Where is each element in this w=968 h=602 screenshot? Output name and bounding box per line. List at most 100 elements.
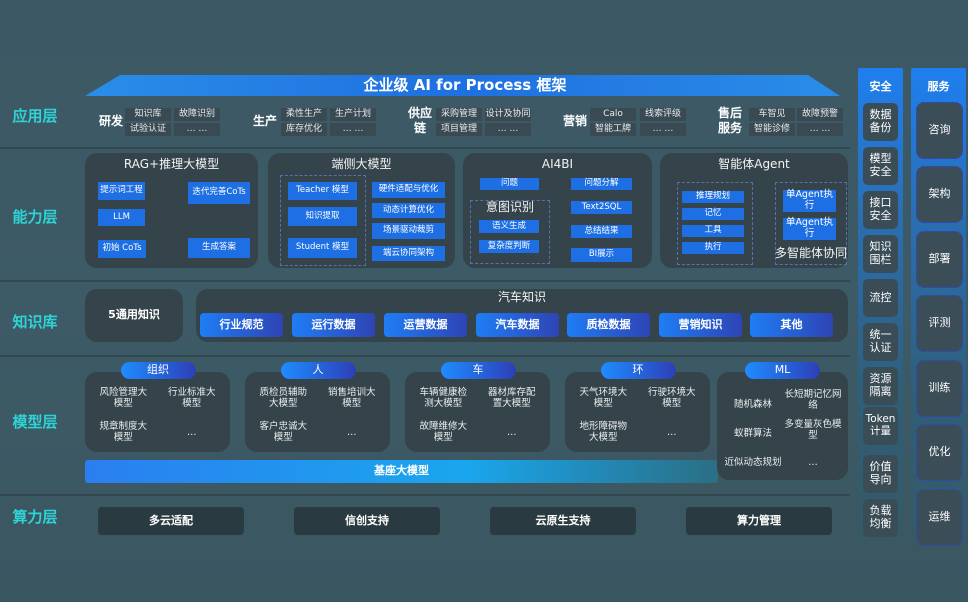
model-item[interactable]: 故障维修大模型 <box>419 421 467 443</box>
app-item[interactable]: 设计及协同 <box>485 108 531 121</box>
capability-item[interactable]: 动态计算优化 <box>372 203 445 218</box>
app-item[interactable]: 柔性生产 <box>281 108 327 121</box>
app-item[interactable]: 采购管理 <box>436 108 482 121</box>
capability-item[interactable]: LLM <box>98 209 145 226</box>
app-item[interactable]: … … <box>174 123 220 136</box>
capability-item[interactable]: Teacher 模型 <box>288 182 357 200</box>
knowledge-button[interactable]: 运营数据 <box>384 313 467 337</box>
model-item[interactable]: 风险管理大模型 <box>99 387 147 409</box>
security-item[interactable]: 价值导向 <box>863 455 898 493</box>
capability-item[interactable]: 多智能体协同 <box>775 246 848 261</box>
knowledge-button[interactable]: 其他 <box>750 313 833 337</box>
compute-button[interactable]: 信创支持 <box>294 507 440 535</box>
capability-item[interactable]: BI展示 <box>571 248 632 262</box>
capability-item[interactable]: 记忆 <box>682 208 744 220</box>
service-item[interactable]: 部署 <box>916 231 963 288</box>
knowledge-button[interactable]: 质检数据 <box>567 313 650 337</box>
model-item[interactable]: 行驶环境大模型 <box>647 387 696 409</box>
app-item[interactable]: 故障预警 <box>797 108 843 121</box>
app-item[interactable]: 车智见 <box>749 108 795 121</box>
capability-item[interactable]: 端云协同架构 <box>372 246 445 261</box>
model-item[interactable]: … <box>667 426 677 438</box>
model-group-pill[interactable]: 车 <box>440 362 516 379</box>
app-item[interactable]: … … <box>797 123 843 136</box>
capability-item[interactable]: 单Agent执行 <box>783 189 836 212</box>
service-item[interactable]: 架构 <box>916 166 963 223</box>
app-item[interactable]: 项目管理 <box>436 123 482 136</box>
security-item[interactable]: 负载均衡 <box>863 499 898 537</box>
model-item[interactable]: … <box>808 456 818 468</box>
capability-item[interactable]: 场景驱动裁剪 <box>372 223 445 239</box>
model-item[interactable]: 长短期记忆网络 <box>784 389 842 411</box>
security-item[interactable]: 接口安全 <box>863 191 898 229</box>
model-item[interactable]: 天气环境大模型 <box>579 387 627 409</box>
service-item[interactable]: 运维 <box>916 489 963 546</box>
knowledge-button[interactable]: 行业规范 <box>200 313 283 337</box>
capability-item[interactable]: 知识提取 <box>288 207 357 226</box>
model-item[interactable]: 器材库存配置大模型 <box>487 387 536 409</box>
capability-item[interactable]: 单Agent执行 <box>783 217 836 240</box>
model-item[interactable]: … <box>507 426 517 438</box>
model-group-pill[interactable]: 组织 <box>120 362 196 379</box>
app-item[interactable]: 故障识别 <box>174 108 220 121</box>
model-item[interactable]: 蚁群算法 <box>733 427 772 439</box>
model-item[interactable]: 规章制度大模型 <box>99 421 147 443</box>
app-item[interactable]: … … <box>640 123 686 136</box>
service-item[interactable]: 优化 <box>916 424 963 481</box>
app-item[interactable]: … … <box>330 123 376 136</box>
model-item[interactable]: 质检员辅助大模型 <box>259 387 307 409</box>
model-item[interactable]: 地形障碍物大模型 <box>579 421 627 443</box>
capability-item[interactable]: 语义生成 <box>479 220 539 233</box>
capability-item[interactable]: 问题分解 <box>571 178 632 190</box>
capability-item[interactable]: 推理规划 <box>682 191 744 203</box>
service-item[interactable]: 训练 <box>916 360 963 417</box>
model-item[interactable]: 行业标准大模型 <box>167 387 216 409</box>
model-item[interactable]: 客户忠诚大模型 <box>259 421 307 443</box>
security-item[interactable]: Token计量 <box>863 407 898 445</box>
knowledge-button[interactable]: 汽车数据 <box>476 313 559 337</box>
service-item[interactable]: 咨询 <box>916 102 963 159</box>
model-item[interactable]: 车辆健康检测大模型 <box>419 387 467 409</box>
model-item[interactable]: 多变量灰色模型 <box>784 419 842 441</box>
knowledge-button[interactable]: 运行数据 <box>292 313 375 337</box>
capability-item[interactable]: 生成答案 <box>188 238 250 258</box>
compute-button[interactable]: 云原生支持 <box>490 507 636 535</box>
app-item[interactable]: 试验认证 <box>125 123 171 136</box>
service-item[interactable]: 评测 <box>916 295 963 352</box>
capability-item[interactable]: Student 模型 <box>288 238 357 258</box>
app-item[interactable]: 知识库 <box>125 108 171 121</box>
capability-item[interactable]: 执行 <box>682 242 744 254</box>
security-item[interactable]: 统一认证 <box>863 323 898 361</box>
capability-item[interactable]: 总结结果 <box>571 225 632 238</box>
capability-item[interactable]: 意图识别 <box>485 199 534 214</box>
security-item[interactable]: 数据备份 <box>863 103 898 141</box>
compute-button[interactable]: 多云适配 <box>98 507 244 535</box>
capability-item[interactable]: 复杂度判断 <box>479 240 539 253</box>
app-item[interactable]: … … <box>485 123 531 136</box>
model-item[interactable]: 随机森林 <box>733 398 772 410</box>
capability-item[interactable]: 迭代完善CoTs <box>188 182 250 204</box>
security-item[interactable]: 知识围栏 <box>863 235 898 273</box>
compute-button[interactable]: 算力管理 <box>686 507 832 535</box>
model-item[interactable]: … <box>187 426 197 438</box>
model-item[interactable]: 近似动态规划 <box>724 456 782 468</box>
model-group-pill[interactable]: 人 <box>280 362 356 379</box>
app-item[interactable]: Calo <box>590 108 636 121</box>
app-item[interactable]: 智能工牌 <box>590 123 636 136</box>
capability-item[interactable]: Text2SQL <box>571 201 632 214</box>
app-item[interactable]: 线索评级 <box>640 108 686 121</box>
model-group-pill[interactable]: ML <box>745 362 820 379</box>
app-item[interactable]: 智能诊修 <box>749 123 795 136</box>
capability-item[interactable]: 问题 <box>480 178 539 190</box>
model-group-pill[interactable]: 环 <box>600 362 676 379</box>
security-item[interactable]: 流控 <box>863 279 898 317</box>
app-item[interactable]: 库存优化 <box>281 123 327 136</box>
model-item[interactable]: 销售培训大模型 <box>327 387 376 409</box>
security-item[interactable]: 资源隔离 <box>863 367 898 405</box>
model-item[interactable]: … <box>347 426 357 438</box>
capability-item[interactable]: 硬件适配与优化 <box>372 182 445 198</box>
capability-item[interactable]: 工具 <box>682 225 744 237</box>
knowledge-button[interactable]: 营销知识 <box>659 313 742 337</box>
app-item[interactable]: 生产计划 <box>330 108 376 121</box>
capability-item[interactable]: 提示词工程 <box>98 182 145 200</box>
